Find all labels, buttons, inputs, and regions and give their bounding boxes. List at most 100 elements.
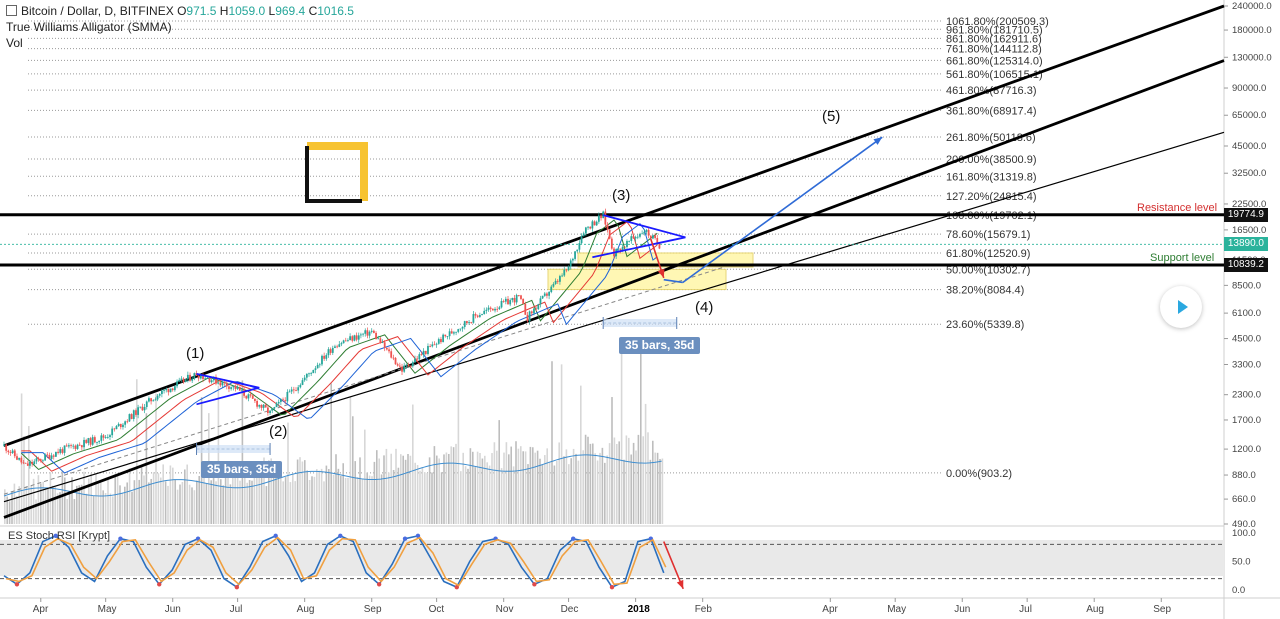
- volume-bar: [28, 426, 30, 524]
- volume-bar: [460, 471, 462, 524]
- x-axis-tick-label: Jun: [165, 604, 181, 615]
- candle-body: [303, 377, 306, 381]
- candle-body: [608, 229, 611, 239]
- volume-bar: [491, 453, 493, 524]
- support-price-badge: 10839.2: [1223, 258, 1268, 272]
- candle-body: [191, 378, 194, 381]
- volume-bar: [325, 465, 328, 524]
- candle-body: [264, 404, 267, 408]
- candle-body: [381, 342, 384, 344]
- candle-body: [308, 373, 310, 375]
- volume-bar: [126, 482, 128, 524]
- candle-body: [409, 365, 412, 367]
- candle-body: [619, 248, 622, 252]
- indicator-alligator-label[interactable]: True Williams Alligator (SMMA): [6, 20, 172, 34]
- volume-bar: [606, 455, 608, 524]
- candle-body: [504, 298, 507, 302]
- volume-bar: [522, 451, 524, 524]
- candle-body: [102, 435, 105, 438]
- fib-level-label: 561.80%(106515.1): [946, 69, 1043, 81]
- volume-bar: [412, 404, 414, 524]
- candle-body: [416, 358, 419, 360]
- candle-body: [11, 450, 14, 454]
- volume-bar: [402, 455, 404, 524]
- candle-body: [312, 369, 315, 374]
- candle-body: [385, 347, 388, 350]
- volume-bar: [320, 468, 323, 524]
- stoch-down-arrow-shaft: [663, 541, 684, 590]
- candle-body: [606, 224, 609, 230]
- volume-bar: [354, 461, 356, 524]
- yellow-bracket-logo-icon: [307, 142, 368, 201]
- volume-bar: [539, 458, 541, 524]
- candle-body: [610, 238, 613, 249]
- candle-body: [466, 321, 468, 324]
- volume-bar: [25, 486, 28, 524]
- volume-bar: [164, 481, 167, 524]
- volume-bar: [575, 453, 577, 524]
- current-price-badge: 13890.0: [1223, 237, 1268, 251]
- candle-body: [256, 401, 258, 407]
- volume-bar: [176, 489, 179, 524]
- volume-bar: [340, 475, 342, 524]
- candle-body: [143, 407, 146, 411]
- candle-body: [357, 335, 360, 340]
- candle-body: [411, 362, 414, 367]
- volume-bar: [313, 476, 316, 524]
- candle-body: [329, 349, 332, 353]
- candle-body: [295, 390, 297, 391]
- candle-body: [559, 276, 561, 282]
- candle-body: [340, 343, 343, 345]
- candle-body: [468, 322, 470, 324]
- candle-body: [44, 454, 46, 461]
- volume-bar: [438, 458, 440, 524]
- volume-bar: [596, 460, 599, 524]
- volume-bar: [119, 485, 121, 524]
- candle-body: [35, 458, 38, 462]
- candle-body: [364, 330, 367, 334]
- volume-bar: [4, 489, 6, 524]
- volume-bar: [479, 452, 481, 524]
- volume-bar: [265, 486, 268, 524]
- candle-body: [100, 435, 103, 441]
- y-axis-tick-label: 130000.0: [1232, 52, 1272, 63]
- candle-body: [580, 236, 583, 244]
- volume-bar: [181, 481, 184, 524]
- open-value: 971.5: [186, 4, 217, 18]
- volume-bar: [416, 465, 419, 524]
- wave-label-1: (1): [186, 345, 205, 362]
- volume-bar: [251, 480, 253, 524]
- candle-body: [530, 311, 533, 314]
- fib-level-label: 61.80%(12520.9): [946, 248, 1030, 260]
- volume-bar: [191, 487, 193, 524]
- volume-bar: [35, 499, 37, 524]
- candle-body: [228, 386, 230, 389]
- candle-body: [217, 382, 220, 384]
- candle-body: [206, 377, 209, 379]
- candle-body: [433, 344, 436, 346]
- square-toggle-icon[interactable]: [6, 5, 17, 16]
- stoch-rsi-label[interactable]: ES Stoch RSI [Krypt]: [8, 530, 111, 542]
- play-button[interactable]: [1160, 286, 1202, 328]
- volume-bar: [32, 478, 35, 524]
- volume-bar: [536, 450, 539, 524]
- volume-bar: [289, 482, 292, 524]
- candle-body: [429, 346, 432, 347]
- candle-body: [180, 378, 183, 380]
- x-axis-tick-label: Jul: [1019, 604, 1032, 615]
- indicator-volume-label[interactable]: Vol: [6, 36, 23, 50]
- legend-row-symbol: Bitcoin / Dollar, D, BITFINEX O971.5 H10…: [6, 3, 354, 19]
- candle-body: [219, 382, 222, 386]
- candle-body: [500, 300, 503, 308]
- candle-body: [347, 340, 349, 341]
- volume-bar: [258, 468, 260, 524]
- volume-bar: [13, 483, 16, 524]
- candle-body: [26, 463, 29, 466]
- candle-body: [33, 461, 36, 465]
- volume-bar: [445, 452, 448, 524]
- fib-level-label: 78.60%(15679.1): [946, 229, 1030, 241]
- triangle-pattern-2: [592, 214, 686, 259]
- volume-bar: [551, 361, 553, 524]
